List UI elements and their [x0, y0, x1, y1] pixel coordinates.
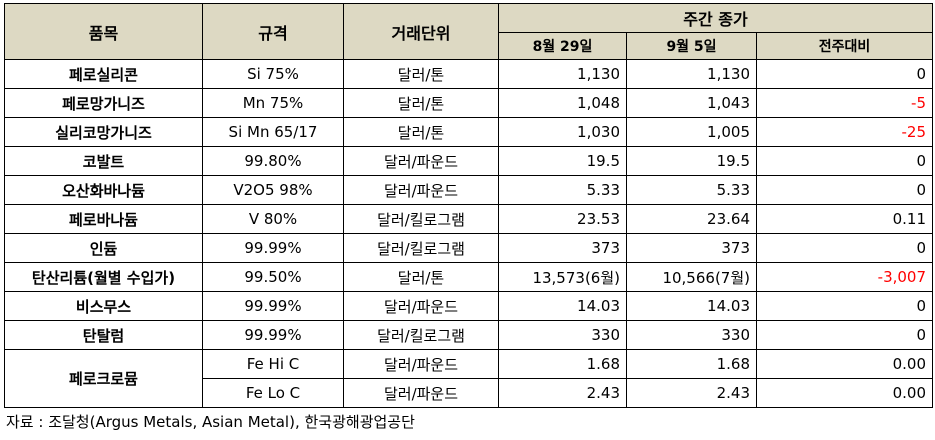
- table-row: Fe Lo C 달러/파운드 2.43 2.43 0.00: [5, 378, 934, 408]
- price-week-2: 23.64: [626, 204, 757, 234]
- price-week-1: 23.53: [498, 204, 627, 234]
- item-name: 페로바나듐: [4, 204, 203, 234]
- table-row: 페로바나듐 V 80% 달러/킬로그램 23.53 23.64 0.11: [4, 204, 934, 234]
- item-unit: 달러/톤: [343, 88, 499, 118]
- source-note: 자료 : 조달청(Argus Metals, Asian Metal), 한국광…: [6, 413, 415, 431]
- item-name: 탄탈럼: [4, 320, 203, 350]
- item-spec: Fe Lo C: [202, 378, 344, 408]
- price-week-2: 330: [626, 320, 757, 350]
- item-unit: 달러/파운드: [343, 349, 499, 379]
- price-week-1: 2.43: [498, 378, 627, 408]
- price-week-1: 13,573(6월): [498, 262, 627, 292]
- price-week-2: 14.03: [626, 291, 757, 321]
- item-name: 페로크로뮴: [4, 349, 203, 408]
- item-unit: 달러/파운드: [343, 146, 499, 176]
- item-spec: Fe Hi C: [202, 349, 344, 379]
- item-unit: 달러/킬로그램: [343, 233, 499, 263]
- header-item: 품목: [4, 3, 203, 60]
- price-change: 0.00: [755, 349, 934, 379]
- item-spec: 99.99%: [202, 233, 344, 263]
- price-week-2: 19.5: [626, 146, 757, 176]
- item-name: 오산화바나듐: [4, 175, 203, 205]
- price-change: 0.11: [755, 204, 934, 234]
- price-change: 0.00: [755, 378, 934, 408]
- price-change: 0: [755, 320, 934, 350]
- table-row: 페로실리콘 Si 75% 달러/톤 1,130 1,130 0: [4, 59, 934, 89]
- item-spec: V 80%: [202, 204, 344, 234]
- item-spec: Si 75%: [202, 59, 344, 89]
- item-name: 비스무스: [4, 291, 203, 321]
- price-week-2: 373: [626, 233, 757, 263]
- price-week-2: 5.33: [626, 175, 757, 205]
- weekly-price-table: 품목 규격 거래단위 주간 종가 8월 29일 9월 5일 전주대비 페로실리콘…: [4, 3, 934, 408]
- header-unit: 거래단위: [343, 3, 499, 60]
- header-weekly-close: 주간 종가: [497, 3, 934, 33]
- table-body: 페로실리콘 Si 75% 달러/톤 1,130 1,130 0 페로망가니즈 Mn 75% 달러…: [4, 59, 934, 408]
- price-week-2: 2.43: [626, 378, 757, 408]
- item-spec: V2O5 98%: [202, 175, 344, 205]
- item-unit: 달러/톤: [343, 59, 499, 89]
- price-change: -5: [755, 88, 934, 118]
- item-name: 코발트: [4, 146, 203, 176]
- price-week-1: 14.03: [498, 291, 627, 321]
- table-row: 탄탈럼 99.99% 달러/킬로그램 330 330 0: [4, 320, 934, 350]
- price-week-2: 1,130: [626, 59, 757, 89]
- price-change: 0: [755, 175, 934, 205]
- item-unit: 달러/킬로그램: [343, 320, 499, 350]
- price-week-2: 1.68: [626, 349, 757, 379]
- table-row: 코발트 99.80% 달러/파운드 19.5 19.5 0: [4, 146, 934, 176]
- table-row: 페로크로뮴 Fe Hi C 달러/파운드 1.68 1.68 0.00: [4, 349, 934, 408]
- price-change: -25: [755, 117, 934, 147]
- price-week-1: 330: [498, 320, 627, 350]
- item-name: 인듐: [4, 233, 203, 263]
- item-name: 실리코망가니즈: [4, 117, 203, 147]
- price-week-1: 373: [498, 233, 627, 263]
- price-week-1: 19.5: [498, 146, 627, 176]
- item-unit: 달러/파운드: [343, 291, 499, 321]
- table-row: 페로망가니즈 Mn 75% 달러/톤 1,048 1,043 -5: [4, 88, 934, 118]
- item-unit: 달러/톤: [343, 262, 499, 292]
- table-row: 실리코망가니즈 Si Mn 65/17 달러/톤 1,030 1,005 -25: [4, 117, 934, 147]
- price-change: 0: [755, 59, 934, 89]
- header-date-2: 9월 5일: [626, 32, 757, 60]
- price-week-2: 1,005: [626, 117, 757, 147]
- item-name: 페로실리콘: [4, 59, 203, 89]
- price-change: -3,007: [755, 262, 934, 292]
- item-spec: 99.80%: [202, 146, 344, 176]
- price-week-1: 1,030: [498, 117, 627, 147]
- item-spec: 99.99%: [202, 291, 344, 321]
- item-name: 페로망가니즈: [4, 88, 203, 118]
- item-spec: Mn 75%: [202, 88, 344, 118]
- price-week-1: 1,048: [498, 88, 627, 118]
- table-row: 인듐 99.99% 달러/킬로그램 373 373 0: [4, 233, 934, 263]
- price-change: 0: [755, 146, 934, 176]
- price-week-1: 1.68: [498, 349, 627, 379]
- price-change: 0: [755, 291, 934, 321]
- price-week-2: 10,566(7월): [626, 262, 757, 292]
- item-spec: 99.99%: [202, 320, 344, 350]
- price-week-2: 1,043: [626, 88, 757, 118]
- item-unit: 달러/파운드: [343, 175, 499, 205]
- item-unit: 달러/킬로그램: [343, 204, 499, 234]
- header-change: 전주대비: [755, 32, 934, 60]
- price-week-1: 1,130: [498, 59, 627, 89]
- item-name: 탄산리튬(월별 수입가): [4, 262, 203, 292]
- item-unit: 달러/톤: [343, 117, 499, 147]
- table-row: 탄산리튬(월별 수입가) 99.50% 달러/톤 13,573(6월) 10,566(7…: [4, 262, 934, 292]
- header-date-1: 8월 29일: [498, 32, 627, 60]
- item-spec: 99.50%: [202, 262, 344, 292]
- price-week-1: 5.33: [498, 175, 627, 205]
- item-unit: 달러/파운드: [343, 378, 499, 408]
- table-row: 오산화바나듐 V2O5 98% 달러/파운드 5.33 5.33 0: [4, 175, 934, 205]
- price-change: 0: [755, 233, 934, 263]
- table-row: 비스무스 99.99% 달러/파운드 14.03 14.03 0: [4, 291, 934, 321]
- header-spec: 규격: [202, 3, 344, 60]
- item-spec: Si Mn 65/17: [202, 117, 344, 147]
